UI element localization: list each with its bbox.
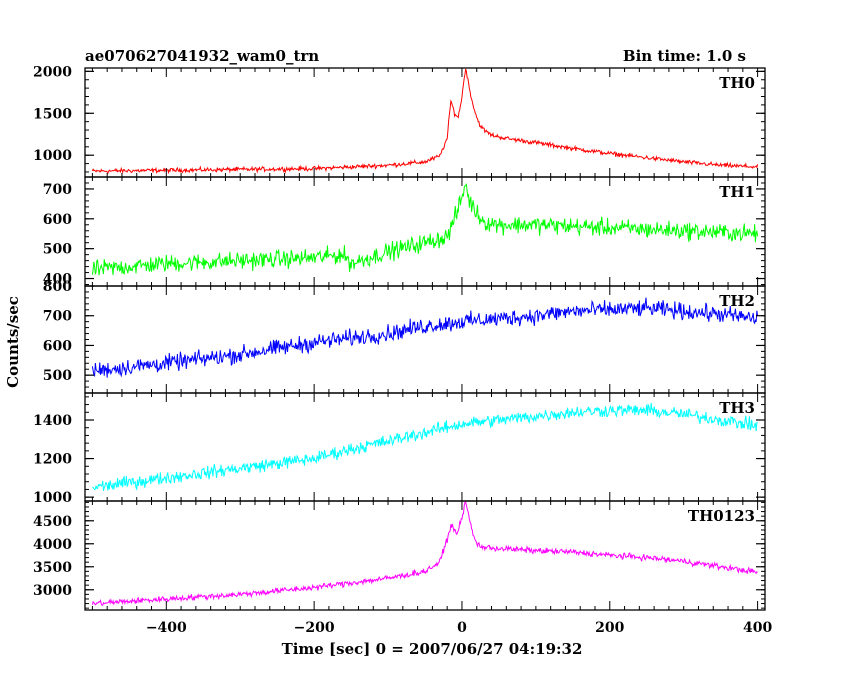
bin-time-label: Bin time: 1.0 s	[623, 47, 746, 65]
x-tick-label: 200	[595, 620, 624, 636]
y-tick-label: 400	[43, 272, 72, 288]
x-axis-label: Time [sec] 0 = 2007/06/27 04:19:32	[282, 640, 583, 658]
panel-th0: 1000 1500 2000 TH0	[33, 64, 766, 178]
panel-frame	[84, 500, 766, 611]
y-tick-label: 3500	[33, 560, 72, 576]
panel-label: TH2	[719, 292, 755, 310]
y-axis-label: Counts/sec	[4, 296, 22, 388]
y-tick-label: 3000	[33, 583, 72, 599]
panel-th3: 1000 1200 1400 TH3	[33, 392, 766, 506]
panel-th1: 400 500 600 700 TH1	[43, 176, 766, 288]
panel-th0123: 3000 3500 4000 4500 TH0123	[33, 500, 766, 611]
y-tick-label: 4500	[33, 514, 72, 530]
y-tick-label: 1400	[33, 413, 72, 429]
series-th3-line	[92, 402, 758, 491]
panel-th2: 500 600 700 800 TH2	[43, 279, 766, 394]
series-th1-line	[91, 182, 759, 276]
y-tick-label: 500	[43, 368, 72, 384]
series-th0123-line	[91, 501, 758, 606]
panel-label: TH3	[719, 399, 755, 417]
x-tick-label: −400	[146, 620, 187, 636]
panel-label: TH0123	[688, 507, 755, 525]
x-tick-label: 400	[743, 620, 772, 636]
chart-title: ae070627041932_wam0_trn	[85, 47, 319, 65]
panel-label: TH1	[719, 183, 755, 201]
y-tick-label: 1000	[33, 490, 72, 506]
y-tick-label: 2000	[33, 64, 72, 80]
x-tick-label: 0	[457, 620, 467, 636]
y-tick-label: 600	[43, 338, 72, 354]
y-tick-label: 1500	[33, 106, 72, 122]
y-tick-label: 700	[43, 309, 72, 325]
y-tick-label: 500	[43, 242, 72, 258]
y-tick-label: 4000	[33, 537, 72, 553]
y-tick-label: 700	[43, 182, 72, 198]
x-axis: −400 −200 0 200 400	[146, 620, 773, 636]
panel-frame	[84, 176, 766, 287]
y-tick-label: 1200	[33, 452, 72, 468]
panels-group: 1000 1500 2000 TH0 400 500 600 700 TH1 500 600 700 8…	[33, 64, 766, 611]
series-th0-line	[91, 68, 759, 175]
panel-label: TH0	[719, 74, 755, 92]
y-tick-label: 600	[43, 212, 72, 228]
y-tick-label: 1000	[33, 148, 72, 164]
y-tick-label: 800	[43, 279, 72, 295]
series-th2-line	[91, 297, 759, 378]
x-tick-label: −200	[294, 620, 335, 636]
